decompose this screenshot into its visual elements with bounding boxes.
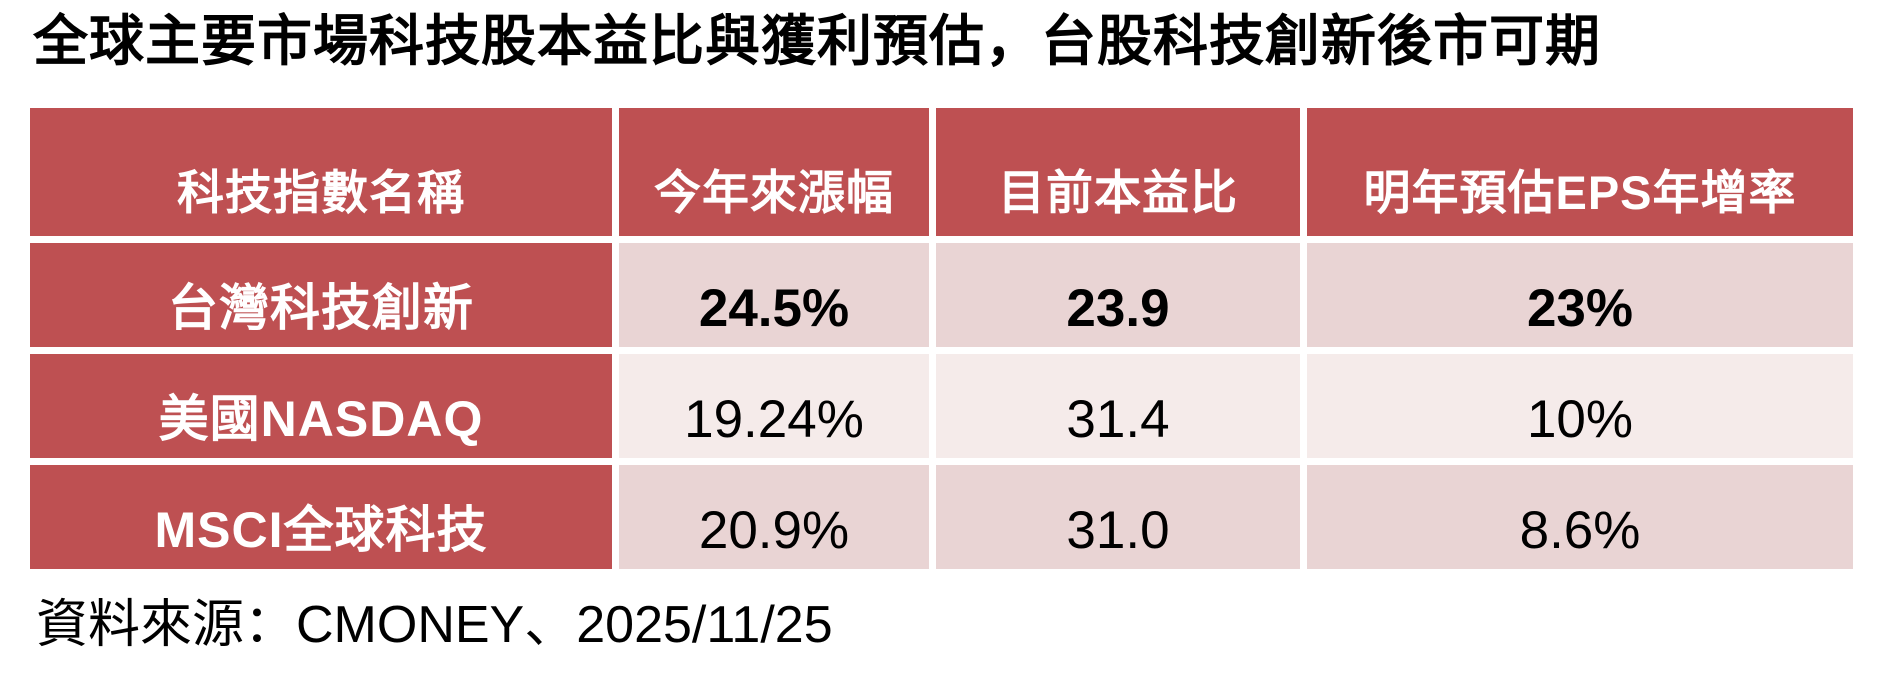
page-title: 全球主要市場科技股本益比與獲利預估，台股科技創新後市可期: [33, 10, 1602, 72]
row-label-us-nasdaq: 美國NASDAQ: [30, 354, 612, 458]
cell-msci-current-pe: 31.0: [936, 465, 1300, 569]
row-label-taiwan-tech-innovation: 台灣科技創新: [30, 243, 612, 347]
cell-msci-ytd-change: 20.9%: [619, 465, 929, 569]
data-source-caption: 資料來源：CMONEY、2025/11/25: [36, 596, 833, 654]
cell-msci-eps-growth: 8.6%: [1307, 465, 1853, 569]
tech-index-table: 科技指數名稱 今年來漲幅 目前本益比 明年預估EPS年增率 台灣科技創新 24.…: [30, 108, 1853, 569]
row-label-msci-world-tech: MSCI全球科技: [30, 465, 612, 569]
cell-nasdaq-ytd-change: 19.24%: [619, 354, 929, 458]
cell-taiwan-current-pe: 23.9: [936, 243, 1300, 347]
cell-nasdaq-current-pe: 31.4: [936, 354, 1300, 458]
header-cell-ytd-change: 今年來漲幅: [619, 108, 929, 236]
header-cell-index-name: 科技指數名稱: [30, 108, 612, 236]
header-cell-current-pe: 目前本益比: [936, 108, 1300, 236]
header-cell-eps-growth: 明年預估EPS年增率: [1307, 108, 1853, 236]
cell-taiwan-eps-growth: 23%: [1307, 243, 1853, 347]
cell-nasdaq-eps-growth: 10%: [1307, 354, 1853, 458]
cell-taiwan-ytd-change: 24.5%: [619, 243, 929, 347]
